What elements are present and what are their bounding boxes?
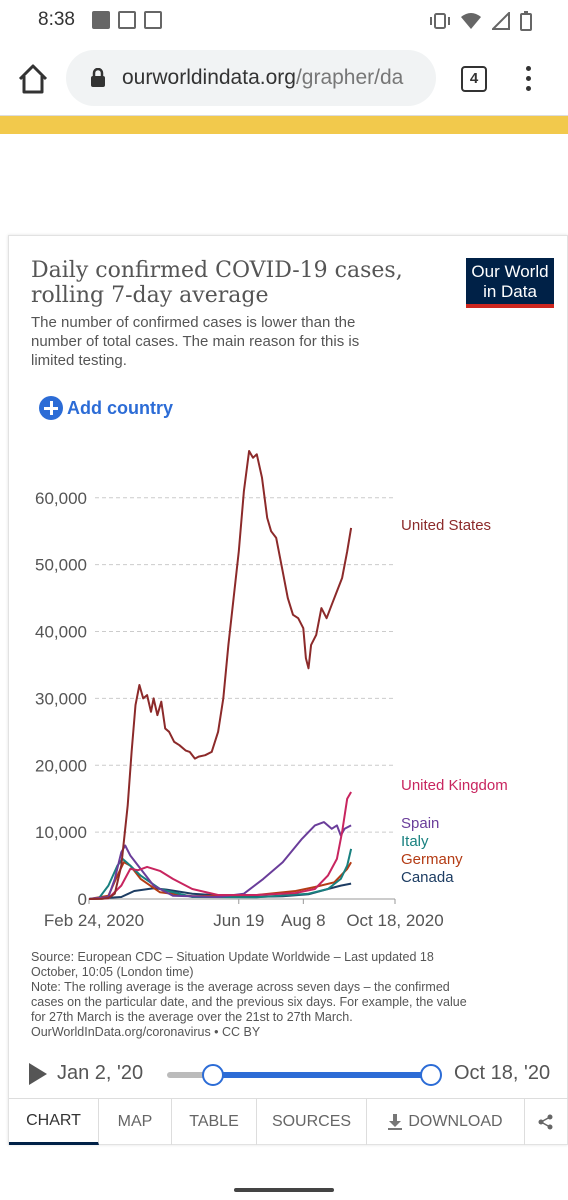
chart-tab-bar: CHART MAP TABLE SOURCES DOWNLOAD: [9, 1098, 568, 1145]
tab-label: SOURCES: [271, 1113, 352, 1130]
address-bar[interactable]: ourworldindata.org/grapher/da: [66, 50, 436, 106]
series-line-united-kingdom: [88, 791, 352, 900]
series-label-united-kingdom: United Kingdom: [401, 777, 508, 794]
y-tick-label: 20,000: [35, 756, 87, 775]
tab-sources[interactable]: SOURCES: [257, 1099, 367, 1145]
timeline-track[interactable]: [167, 1064, 442, 1086]
series-label-spain: Spain: [401, 815, 439, 832]
y-tick-label: 30,000: [35, 689, 87, 708]
download-notification-icon: [144, 11, 162, 29]
image-notification-icon: [92, 11, 110, 29]
timeline-range-fill: [213, 1072, 431, 1078]
y-tick-label: 40,000: [35, 623, 87, 642]
tab-label: MAP: [117, 1113, 153, 1130]
source-line: for 27th March is the average over the 2…: [31, 1010, 353, 1024]
series-label-canada: Canada: [401, 869, 454, 886]
vibrate-icon: [430, 13, 450, 29]
y-tick-label: 10,000: [35, 823, 87, 842]
tab-chart[interactable]: CHART: [9, 1099, 99, 1145]
x-tick-label: Jun 19: [213, 911, 264, 930]
share-icon: [538, 1114, 553, 1130]
x-tick-label: Oct 18, 2020: [346, 911, 443, 930]
x-tick-label: Feb 24, 2020: [44, 911, 144, 930]
timeline-end-label: Oct 18, '20: [454, 1062, 551, 1084]
wifi-icon: [461, 13, 481, 29]
source-line: Note: The rolling average is the average…: [31, 980, 450, 994]
owid-logo[interactable]: Our World in Data: [466, 258, 554, 308]
logo-line-2: in Data: [483, 282, 537, 301]
download-icon: [388, 1114, 403, 1130]
series-label-italy: Italy: [401, 833, 429, 850]
tab-table[interactable]: TABLE: [172, 1099, 257, 1145]
tab-label: TABLE: [189, 1113, 239, 1130]
url-host: ourworldindata.org: [122, 66, 296, 89]
url-path: /grapher/da: [295, 66, 404, 89]
chart-title: Daily confirmed COVID-19 cases, rolling …: [31, 258, 403, 308]
system-icons: [430, 11, 532, 31]
timeline-slider: Jan 2, '20 Oct 18, '20: [9, 1058, 568, 1098]
chart-card: Daily confirmed COVID-19 cases, rolling …: [8, 235, 568, 1145]
source-line: OurWorldInData.org/coronavirus • CC BY: [31, 1025, 261, 1039]
y-tick-label: 60,000: [35, 489, 87, 508]
browser-menu-icon[interactable]: [522, 66, 534, 94]
lock-icon: [91, 68, 105, 87]
share-button[interactable]: [525, 1099, 567, 1145]
y-tick-label: 50,000: [35, 556, 87, 575]
notification-icons: [92, 11, 162, 29]
series-label-united-states: United States: [401, 517, 491, 534]
system-nav-bar: [0, 1158, 568, 1200]
add-country-button[interactable]: Add country: [39, 396, 173, 420]
browser-toolbar: ourworldindata.org/grapher/da 4: [0, 40, 568, 116]
tab-label: CHART: [26, 1111, 81, 1129]
play-icon[interactable]: [29, 1063, 47, 1085]
series-label-germany: Germany: [401, 851, 463, 868]
battery-icon: [520, 11, 532, 31]
add-country-label: Add country: [67, 397, 173, 418]
source-line: cases on the particular date, and the pr…: [31, 995, 467, 1009]
signal-icon: [492, 12, 510, 30]
tab-download[interactable]: DOWNLOAD: [367, 1099, 525, 1145]
tab-switcher-button[interactable]: 4: [461, 66, 487, 92]
line-chart: 0 10,000 20,000 30,000 40,000 50,000 60,000 Feb…: [35, 450, 508, 930]
gmail-notification-icon: [118, 11, 136, 29]
url-text: ourworldindata.org/grapher/da: [122, 66, 403, 90]
logo-line-1: Our World: [471, 262, 549, 281]
home-icon[interactable]: [16, 62, 50, 96]
tab-map[interactable]: MAP: [99, 1099, 172, 1145]
chart-subtitle: The number of confirmed cases is lower t…: [31, 314, 360, 369]
status-time: 8:38: [38, 9, 75, 30]
x-tick-label: Aug 8: [281, 911, 325, 930]
tab-label: DOWNLOAD: [408, 1113, 503, 1130]
source-line: Source: European CDC – Situation Update …: [31, 950, 434, 964]
plus-circle-icon: [39, 396, 63, 420]
timeline-start-label: Jan 2, '20: [57, 1062, 144, 1084]
chart-source-note: Source: European CDC – Situation Update …: [31, 950, 531, 1040]
series-line-united-states: [88, 450, 353, 900]
y-tick-label: 0: [78, 890, 87, 909]
home-gesture-pill[interactable]: [234, 1188, 334, 1192]
site-header-band: [0, 116, 568, 134]
status-bar: 8:38: [0, 0, 568, 40]
timeline-start-handle[interactable]: [202, 1064, 224, 1086]
source-line: October, 10:05 (London time): [31, 965, 194, 979]
timeline-end-handle[interactable]: [420, 1064, 442, 1086]
